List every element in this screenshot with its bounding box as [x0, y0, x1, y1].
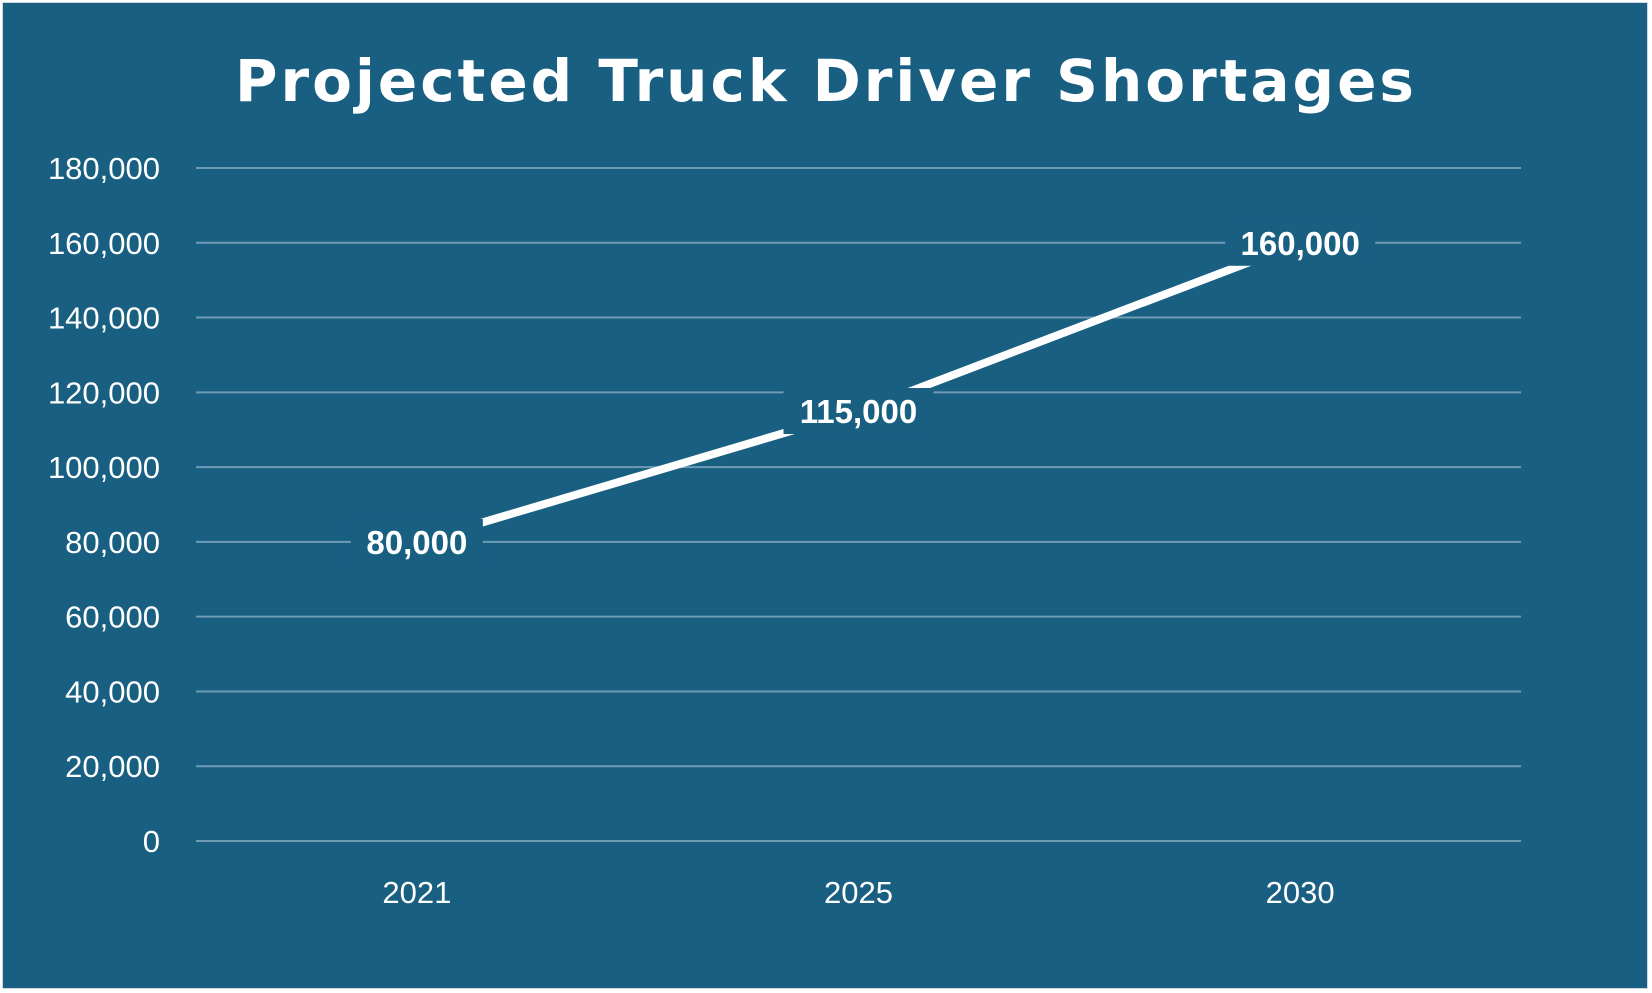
y-tick-label: 40,000 [65, 674, 160, 709]
y-tick-label: 100,000 [48, 450, 160, 485]
y-tick-label: 60,000 [65, 600, 160, 635]
x-tick-label: 2030 [1266, 875, 1335, 910]
data-label: 80,000 [366, 524, 467, 561]
y-tick-label: 160,000 [48, 226, 160, 261]
data-label-background [783, 388, 934, 435]
y-tick-label: 140,000 [48, 301, 160, 336]
x-tick-label: 2021 [382, 875, 451, 910]
y-tick-label: 120,000 [48, 375, 160, 410]
x-axis-tick-labels: 2021 2025 2030 [382, 875, 1334, 910]
data-label: 115,000 [800, 393, 917, 430]
x-tick-label: 2025 [824, 875, 893, 910]
y-tick-label: 20,000 [65, 749, 160, 784]
y-tick-label: 80,000 [65, 525, 160, 560]
data-label: 160,000 [1241, 225, 1360, 262]
data-label-background [350, 518, 483, 565]
drop-lines [415, 271, 1302, 841]
data-label-background [1225, 219, 1376, 266]
y-tick-label: 0 [143, 824, 160, 859]
y-axis-tick-labels: 0 20,000 40,000 60,000 80,000 100,000 120,000 1… [48, 151, 160, 859]
chart-title: Projected Truck Driver Shortages [235, 47, 1417, 115]
data-labels: 80,000 115,000 160,000 [350, 219, 1376, 565]
y-tick-label: 180,000 [48, 151, 160, 186]
line-chart: Projected Truck Driver Shortages 0 20,000… [48, 47, 1521, 910]
